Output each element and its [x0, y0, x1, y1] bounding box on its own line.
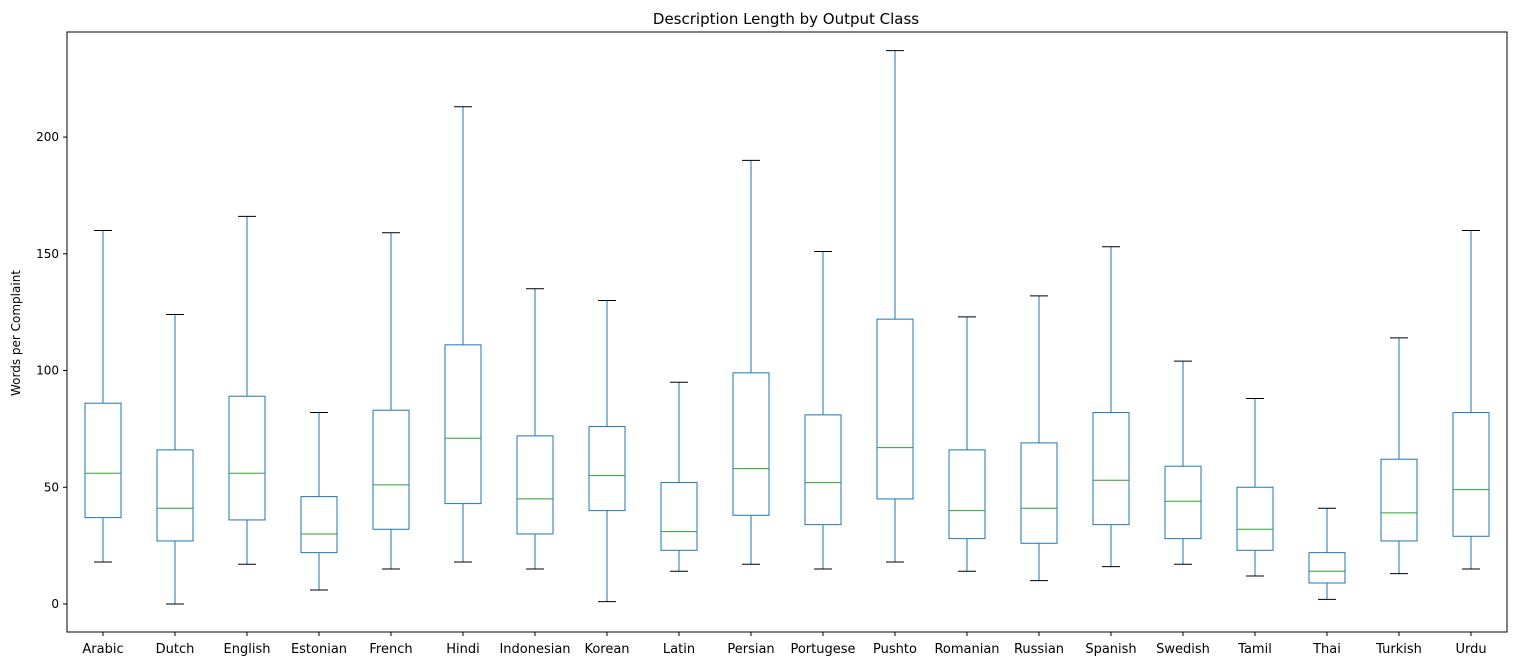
x-tick-label: Arabic: [82, 642, 123, 657]
x-tick-label: Russian: [1014, 642, 1064, 657]
box-persian: [732, 372, 770, 516]
x-tick-label: Latin: [663, 642, 695, 657]
y-tick-label: 150: [36, 247, 59, 261]
x-tick-label: Hindi: [446, 642, 480, 657]
x-tick-label: Portugese: [790, 642, 855, 657]
box-french: [372, 409, 410, 530]
y-tick-label: 50: [44, 480, 59, 494]
y-tick-label: 0: [51, 597, 59, 611]
box-spanish: [1092, 412, 1130, 526]
box-indonesian: [516, 435, 554, 535]
x-tick-label: Indonesian: [499, 642, 570, 657]
x-tick-label: Swedish: [1156, 642, 1210, 657]
x-tick-label: Thai: [1312, 642, 1341, 657]
x-tick-label: Spanish: [1085, 642, 1136, 657]
box-urdu: [1452, 412, 1490, 537]
x-tick-label: Turkish: [1375, 642, 1422, 657]
box-russian: [1020, 442, 1058, 544]
box-estonian: [300, 496, 338, 554]
x-tick-label: Estonian: [291, 642, 347, 657]
chart-title: Description Length by Output Class: [653, 10, 919, 28]
x-tick-label: Urdu: [1455, 642, 1486, 657]
x-tick-label: French: [369, 642, 412, 657]
y-tick-label: 200: [36, 130, 59, 144]
box-tamil: [1236, 486, 1274, 551]
box-english: [228, 395, 266, 521]
x-tick-label: Korean: [584, 642, 629, 657]
box-pushto: [876, 318, 914, 500]
axes-frame: [66, 31, 1508, 633]
box-turkish: [1380, 458, 1418, 542]
x-tick-label: Pushto: [873, 642, 917, 657]
box-dutch: [156, 449, 194, 542]
y-tick-label: 100: [36, 364, 59, 378]
box-portugese: [804, 414, 842, 526]
x-tick-label: English: [224, 642, 271, 657]
box-romanian: [948, 449, 986, 540]
box-arabic: [84, 402, 122, 519]
x-tick-label: Tamil: [1237, 642, 1272, 657]
box-swedish: [1164, 465, 1202, 540]
box-latin: [660, 482, 698, 551]
y-axis-label: Words per Complaint: [9, 270, 23, 396]
box-thai: [1308, 552, 1346, 584]
x-tick-label: Romanian: [934, 642, 999, 657]
box-hindi: [444, 344, 482, 505]
x-tick-label: Dutch: [156, 642, 195, 657]
box-korean: [588, 426, 626, 512]
plot-area: 0 50 100 150 200 Arabic Dutch English Estonian Fr…: [36, 31, 1508, 657]
x-tick-label: Persian: [727, 642, 774, 657]
